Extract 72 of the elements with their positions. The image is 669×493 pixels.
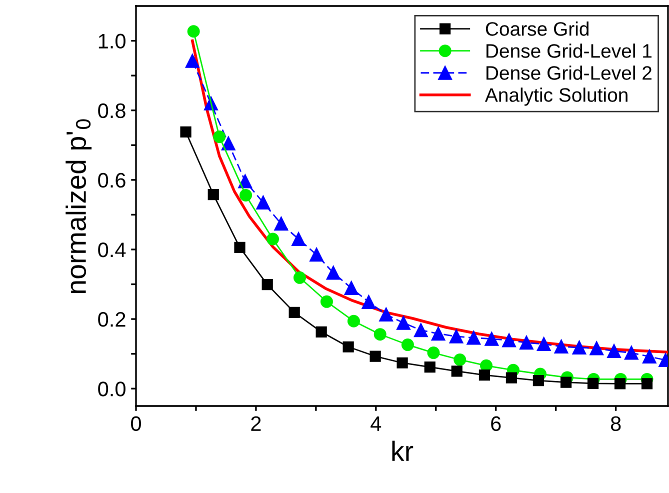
point bbox=[238, 174, 252, 188]
y-tick-label: 0.6 bbox=[98, 172, 126, 188]
point bbox=[536, 337, 551, 352]
point bbox=[396, 316, 410, 330]
point bbox=[451, 366, 462, 377]
y-tick-label: 0.4 bbox=[98, 242, 126, 258]
x-tick-label: 6 bbox=[491, 416, 501, 432]
point bbox=[484, 332, 499, 346]
point bbox=[185, 54, 200, 68]
point bbox=[266, 232, 279, 246]
y-tick-label: 0.0 bbox=[98, 382, 126, 396]
point bbox=[288, 306, 300, 318]
x-axis-title: kr bbox=[392, 440, 414, 461]
legend-label: Dense Grid-Level 2 bbox=[486, 66, 652, 80]
point bbox=[370, 350, 381, 362]
point bbox=[614, 378, 626, 390]
point bbox=[520, 336, 534, 350]
point bbox=[379, 308, 394, 322]
point bbox=[180, 126, 192, 138]
point bbox=[362, 295, 376, 309]
legend-label: Coarse Grid bbox=[486, 22, 588, 36]
x-tick-label: 8 bbox=[610, 416, 621, 432]
point bbox=[274, 216, 288, 231]
point bbox=[427, 346, 440, 360]
y-tick-label: 0.8 bbox=[98, 103, 126, 118]
point bbox=[642, 350, 656, 364]
point bbox=[607, 344, 621, 358]
legend-label: Dense Grid-Level 1 bbox=[486, 44, 652, 58]
point bbox=[532, 375, 544, 386]
point bbox=[502, 333, 516, 348]
point bbox=[374, 328, 386, 341]
point bbox=[187, 25, 200, 38]
point bbox=[401, 338, 414, 352]
point bbox=[396, 357, 408, 368]
point bbox=[454, 353, 466, 366]
y-tick-label: 0.2 bbox=[98, 312, 126, 327]
point bbox=[506, 372, 518, 384]
y-axis-title: normalized p'$_{0}$ bbox=[66, 119, 92, 294]
point bbox=[240, 188, 252, 202]
point bbox=[213, 130, 226, 144]
point bbox=[424, 361, 436, 373]
point bbox=[344, 281, 358, 296]
point bbox=[554, 340, 568, 354]
point bbox=[347, 314, 360, 328]
point bbox=[431, 326, 446, 341]
point bbox=[256, 196, 270, 210]
point bbox=[590, 341, 604, 356]
point bbox=[293, 271, 306, 284]
point bbox=[641, 378, 653, 390]
point bbox=[316, 326, 327, 338]
point bbox=[449, 329, 464, 344]
point bbox=[572, 340, 586, 355]
point bbox=[320, 295, 333, 308]
point bbox=[478, 369, 490, 381]
y-tick-label: 1.0 bbox=[98, 34, 126, 49]
point bbox=[262, 279, 273, 290]
point bbox=[342, 341, 354, 352]
point bbox=[208, 188, 219, 200]
point bbox=[310, 248, 324, 262]
point bbox=[560, 376, 572, 388]
point bbox=[326, 266, 340, 280]
x-tick-label: 4 bbox=[370, 416, 382, 431]
x-tick-label: 2 bbox=[251, 416, 261, 431]
point bbox=[587, 378, 599, 389]
point bbox=[221, 136, 236, 150]
point bbox=[292, 232, 306, 246]
legend-label: Analytic Solution bbox=[484, 88, 628, 106]
point bbox=[234, 242, 246, 253]
point bbox=[466, 330, 481, 345]
x-tick-label: 0 bbox=[131, 416, 141, 432]
point bbox=[624, 346, 638, 360]
point bbox=[414, 323, 428, 338]
